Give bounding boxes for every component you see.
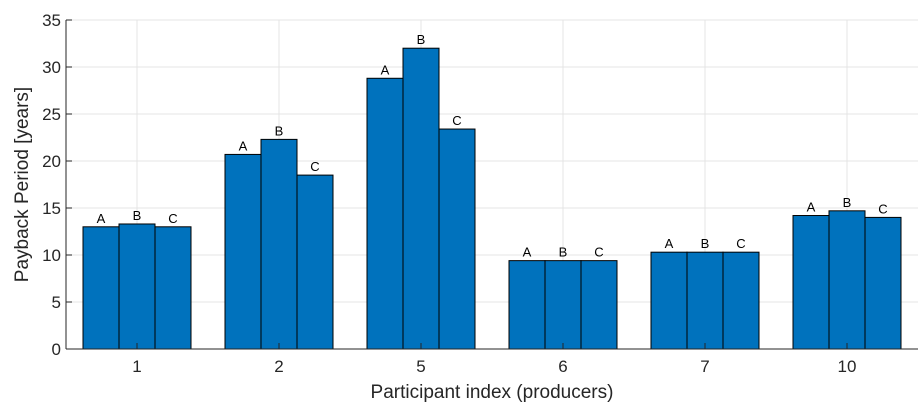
bar-7-a bbox=[650, 251, 688, 350]
y-tick-label: 10 bbox=[42, 246, 61, 265]
bar-label: C bbox=[594, 245, 603, 260]
bar-6-b bbox=[544, 260, 582, 350]
x-tick-label: 10 bbox=[838, 357, 857, 376]
bar-label: B bbox=[843, 195, 852, 210]
bar-label: C bbox=[736, 236, 745, 251]
x-tick-label: 2 bbox=[274, 357, 283, 376]
y-tick-label: 5 bbox=[52, 293, 61, 312]
bars-layer: A B C A B C A B C A B C A B C A B C bbox=[82, 32, 902, 350]
y-tick-label: 15 bbox=[42, 199, 61, 218]
bar-6-c bbox=[580, 260, 618, 350]
y-tick-label: 30 bbox=[42, 58, 61, 77]
bar-label: A bbox=[97, 211, 106, 226]
bar-label: A bbox=[665, 236, 674, 251]
bar-label: C bbox=[310, 159, 319, 174]
x-tick-label: 5 bbox=[416, 357, 425, 376]
bar-5-b bbox=[402, 47, 440, 350]
bar-2-b bbox=[260, 138, 298, 350]
bar-7-c bbox=[722, 251, 760, 350]
x-tick-label: 1 bbox=[132, 357, 141, 376]
bar-1-c bbox=[154, 226, 192, 350]
bar-label: B bbox=[275, 123, 284, 138]
bar-label: B bbox=[701, 236, 710, 251]
bar-label: C bbox=[168, 211, 177, 226]
bar-5-a bbox=[366, 77, 404, 350]
y-axis-label: Payback Period [years] bbox=[12, 87, 33, 282]
bar-7-b bbox=[686, 251, 724, 350]
bar-label: B bbox=[417, 32, 426, 47]
bar-2-a bbox=[224, 153, 262, 350]
bar-label: B bbox=[559, 245, 568, 260]
y-tick-label: 20 bbox=[42, 152, 61, 171]
bar-5-c bbox=[438, 128, 476, 350]
bar-label: C bbox=[452, 113, 461, 128]
grid-layer bbox=[66, 19, 918, 349]
bar-2-c bbox=[296, 174, 334, 350]
bar-label: B bbox=[133, 208, 142, 223]
x-tick-label: 7 bbox=[700, 357, 709, 376]
x-tick-label: 6 bbox=[558, 357, 567, 376]
bar-label: A bbox=[239, 138, 248, 153]
bar-label: A bbox=[807, 200, 816, 215]
bar-10-a bbox=[792, 215, 830, 350]
y-tick-label: 35 bbox=[42, 11, 61, 30]
y-tick-label: 0 bbox=[52, 340, 61, 359]
bar-label: A bbox=[381, 62, 390, 77]
y-tick-label: 25 bbox=[42, 105, 61, 124]
bar-label: A bbox=[523, 245, 532, 260]
bar-1-b bbox=[118, 223, 156, 350]
bar-10-b bbox=[828, 210, 866, 350]
bar-label: C bbox=[878, 201, 887, 216]
bar-1-a bbox=[82, 226, 120, 350]
bar-10-c bbox=[864, 216, 902, 350]
bar-6-a bbox=[508, 260, 546, 350]
x-axis-label: Participant index (producers) bbox=[371, 382, 614, 403]
